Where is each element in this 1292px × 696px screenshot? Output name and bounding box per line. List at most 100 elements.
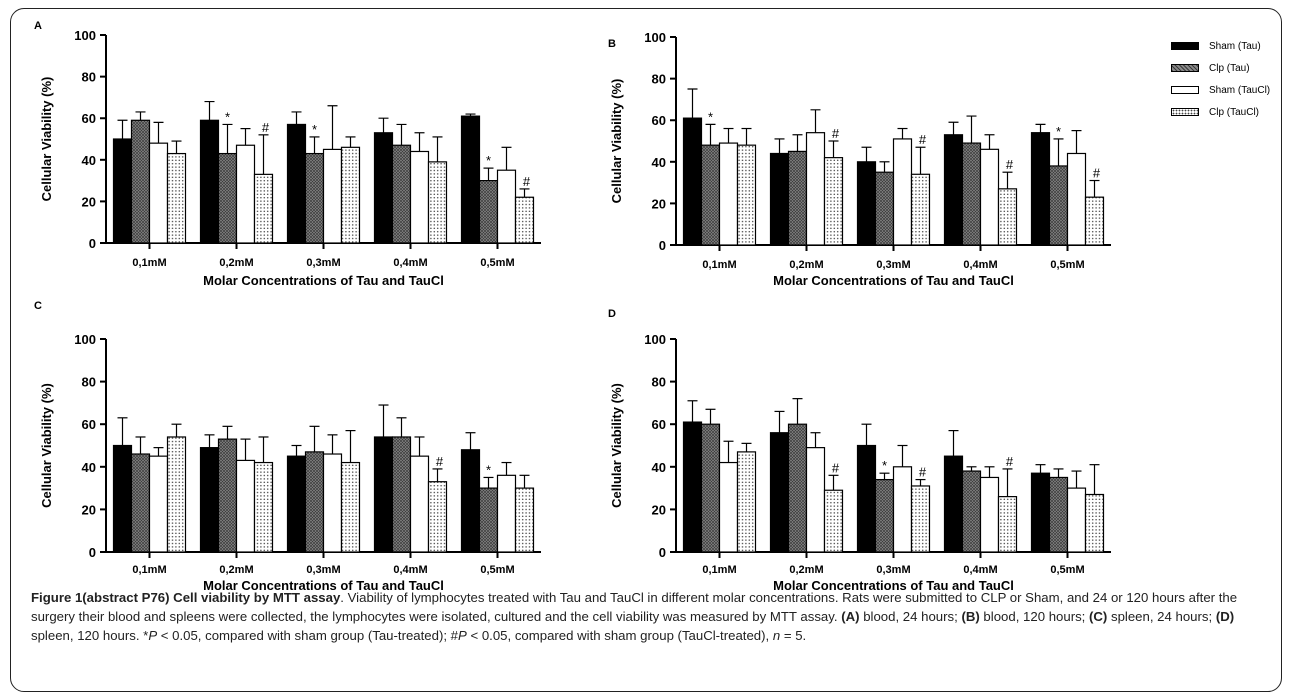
panel-b-bar: [736, 144, 757, 246]
chart-panel-b: B 0 20 40 60 80 100 Cellular Viability (%) 0,1mM…: [608, 30, 1111, 288]
panel-d-bar: [892, 466, 913, 553]
panel-a-x-tick-label: 0,1mM: [132, 257, 166, 269]
panel-c-y-axis-title: Cellular Viability (%): [39, 383, 54, 508]
legend-item-sham-tau: Sham (Tau): [1171, 35, 1270, 57]
panel-c-x-tick-label: 0,4mM: [393, 564, 427, 576]
panel-a-x-axis-title: Molar Concentrations of Tau and TauCl: [203, 273, 444, 288]
panel-d-x-tick-label: 0,4mM: [963, 564, 997, 576]
legend-label-sham-taucl: Sham (TauCl): [1209, 84, 1271, 96]
panel-b-bar: [1048, 165, 1069, 246]
panel-a-bar: [373, 132, 394, 244]
panel-d-x-tick-label: 0,3mM: [876, 564, 910, 576]
caption-stat-1: < 0.05, compared with sham group (Tau-tr…: [157, 628, 459, 643]
panel-b-significance-marker: *: [1056, 124, 1061, 139]
panel-b-bar: [979, 148, 1000, 246]
panel-d-bar: [1030, 472, 1051, 553]
panel-b-y-tick-label: 0: [659, 238, 666, 253]
panel-b-bar: [1084, 196, 1105, 246]
panel-b-bar: [718, 142, 739, 246]
caption-label-d: (D): [1215, 609, 1235, 624]
panel-c-bar: [253, 461, 274, 553]
panel-a-bar: [112, 138, 133, 244]
panel-d-bar: [979, 476, 1000, 553]
panel-b-significance-marker: #: [832, 126, 840, 141]
caption-text-c: spleen, 24 hours;: [1107, 609, 1216, 624]
panel-c-bar: [496, 474, 517, 553]
panel-b-bar: [787, 150, 808, 246]
caption-stat-3: = 5.: [780, 628, 807, 643]
panel-b-x-tick-label: 0,3mM: [876, 259, 910, 271]
panel-c-x-tick-label: 0,3mM: [306, 564, 340, 576]
panel-d-x-axis-title: Molar Concentrations of Tau and TauCl: [773, 578, 1014, 593]
panel-c-bar: [148, 455, 169, 553]
panel-b-bar: [874, 171, 895, 246]
panel-b-bar: [769, 152, 790, 246]
panel-b-bar: [997, 188, 1018, 246]
panel-c-bar: [166, 436, 187, 553]
panel-c-bar: [427, 481, 448, 553]
panel-b-letter: B: [608, 38, 616, 50]
panel-b-bar: [910, 173, 931, 246]
caption-label-b: (B): [961, 609, 980, 624]
panel-c-y-tick-label: 100: [74, 332, 96, 347]
panel-c-bar: [199, 447, 220, 553]
panel-b-bar: [823, 157, 844, 246]
panel-a-y-tick-label: 20: [82, 194, 96, 209]
panel-b-x-tick-label: 0,1mM: [702, 259, 736, 271]
chart-panel-c: C 0 20 40 60 80 100 Cellular Viability (%) 0,1mM…: [34, 300, 541, 593]
panel-a-bar: [340, 146, 361, 244]
caption-p-2: P: [458, 628, 467, 643]
panel-d-x-tick-label: 0,5mM: [1050, 564, 1084, 576]
panel-b-bar: [805, 132, 826, 246]
panel-a-bar: [514, 196, 535, 244]
panel-b-x-tick-label: 0,2mM: [789, 259, 823, 271]
panel-d-bar: [736, 451, 757, 553]
panel-a-x-tick-label: 0,3mM: [306, 257, 340, 269]
legend-label-clp-taucl: Clp (TauCl): [1209, 106, 1260, 118]
panel-d-significance-marker: #: [1006, 454, 1014, 469]
panel-a-bar: [253, 173, 274, 244]
panel-c-y-tick-label: 0: [89, 545, 96, 560]
panel-b-bar: [1066, 152, 1087, 246]
panel-a-bar: [217, 152, 238, 244]
caption-p-1: P: [148, 628, 158, 643]
chart-panel-d: D 0 20 40 60 80 100 Cellular Viability (%) 0,1mM…: [608, 308, 1111, 593]
panel-b-bar: [682, 117, 703, 246]
panel-c-significance-marker: #: [436, 454, 444, 469]
panel-a-significance-marker: *: [486, 153, 491, 168]
panel-a-y-tick-label: 0: [89, 236, 96, 251]
panel-a-significance-marker: *: [312, 122, 317, 137]
panel-d-letter: D: [608, 308, 616, 320]
panel-d-bar: [943, 455, 964, 553]
panel-c-bar: [391, 436, 412, 553]
panel-c-bar: [460, 449, 481, 553]
panel-c-bar: [373, 436, 394, 553]
panel-d-y-tick-label: 0: [659, 545, 666, 560]
panel-d-x-tick-label: 0,2mM: [789, 564, 823, 576]
panel-d-bar: [1084, 493, 1105, 553]
chart-panel-a: A 0 20 40 60 80 100 Cellular Viability (%) 0,1mM…: [34, 20, 541, 288]
panel-b-y-tick-label: 20: [652, 196, 666, 211]
panel-a-bar: [235, 144, 256, 244]
panel-c-bar: [409, 455, 430, 553]
panel-a-y-tick-label: 80: [82, 70, 96, 85]
panel-a-bar: [427, 161, 448, 244]
panel-b-x-tick-label: 0,5mM: [1050, 259, 1084, 271]
caption-text-a: blood, 24 hours;: [859, 609, 962, 624]
panel-b-bar: [961, 142, 982, 246]
panel-c-significance-marker: *: [486, 462, 491, 477]
panel-d-bar: [718, 461, 739, 553]
panel-a-y-axis-title: Cellular Viability (%): [39, 77, 54, 202]
panel-d-bar: [787, 423, 808, 553]
figure-frame: A 0 20 40 60 80 100 Cellular Viability (%) 0,1mM…: [10, 8, 1282, 692]
panel-c-x-axis-title: Molar Concentrations of Tau and TauCl: [203, 578, 444, 593]
panel-c-bar: [112, 444, 133, 553]
panel-d-bar: [997, 496, 1018, 553]
panel-a-bar: [322, 148, 343, 244]
panel-c-y-tick-label: 40: [82, 460, 96, 475]
panel-b-y-tick-label: 40: [652, 155, 666, 170]
panel-d-bar: [856, 444, 877, 553]
panel-b-significance-marker: #: [1093, 166, 1101, 181]
panel-c-bar: [304, 451, 325, 553]
panel-d-bar: [1066, 487, 1087, 553]
